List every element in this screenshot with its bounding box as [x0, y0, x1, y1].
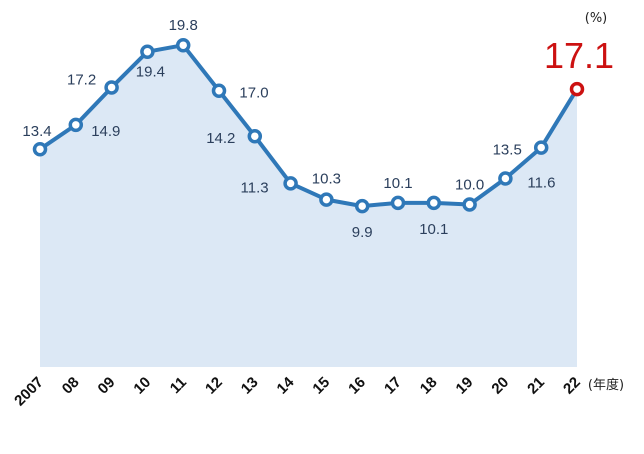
data-point-2007 [32, 141, 48, 157]
data-label-10: 19.4 [136, 64, 165, 81]
data-point-15 [319, 192, 334, 207]
data-point-20 [498, 171, 513, 186]
data-label-09: 17.2 [67, 71, 96, 88]
data-point-10 [140, 44, 155, 59]
data-point-21 [533, 140, 549, 155]
data-point-19 [462, 197, 477, 212]
data-markers [32, 37, 585, 214]
data-point-16 [354, 198, 370, 214]
data-point-17 [390, 195, 406, 211]
data-point-14 [283, 176, 298, 191]
data-label-12: 17.0 [239, 85, 268, 102]
data-label-22: 17.1 [544, 35, 614, 76]
data-label-15: 10.3 [312, 171, 341, 188]
data-label-11: 19.8 [169, 17, 198, 34]
x-tick-08: 08 [59, 374, 83, 398]
data-label-08: 14.9 [91, 123, 120, 140]
x-tick-17: 17 [381, 374, 405, 398]
data-point-09 [104, 80, 119, 95]
x-tick-12: 12 [202, 374, 226, 398]
data-point-13 [247, 128, 263, 144]
series-line [38, 43, 579, 209]
x-unit-label: (年度) [588, 377, 624, 393]
data-label-20: 11.6 [527, 174, 555, 191]
data-label-16: 9.9 [352, 224, 373, 241]
data-label-13: 14.2 [206, 130, 235, 147]
x-tick-19: 19 [453, 374, 477, 398]
x-tick-20: 20 [488, 374, 512, 398]
x-tick-labels: 2007 08 09 10 11 12 13 14 15 16 17 18 19 20 21 22 [11, 373, 584, 409]
data-point-08 [68, 117, 84, 133]
data-point-11 [175, 37, 191, 53]
data-label-21: 13.5 [493, 142, 522, 159]
data-point-18 [426, 195, 442, 211]
data-labels: 13.4 14.9 17.2 19.4 19.8 17.0 14.2 11.3 10.3 9.9 1… [22, 17, 614, 241]
data-point-12 [211, 83, 227, 98]
data-label-2007: 13.4 [22, 123, 51, 140]
x-tick-2007: 2007 [11, 374, 47, 410]
x-tick-18: 18 [417, 374, 441, 398]
data-label-18: 10.1 [419, 221, 448, 238]
data-label-19: 10.0 [455, 176, 484, 193]
y-unit-label: (%) [585, 11, 608, 26]
area-fill [40, 45, 577, 368]
x-tick-15: 15 [309, 374, 333, 398]
x-tick-09: 09 [95, 374, 119, 398]
data-label-17: 10.1 [383, 175, 412, 192]
x-tick-16: 16 [345, 374, 369, 398]
x-tick-22: 22 [560, 374, 584, 398]
x-tick-10: 10 [130, 374, 154, 398]
data-point-22 [569, 81, 585, 97]
x-tick-21: 21 [524, 374, 548, 398]
x-tick-14: 14 [274, 373, 298, 397]
x-tick-13: 13 [238, 374, 262, 398]
data-label-14: 11.3 [241, 179, 269, 196]
x-tick-11: 11 [167, 374, 190, 397]
